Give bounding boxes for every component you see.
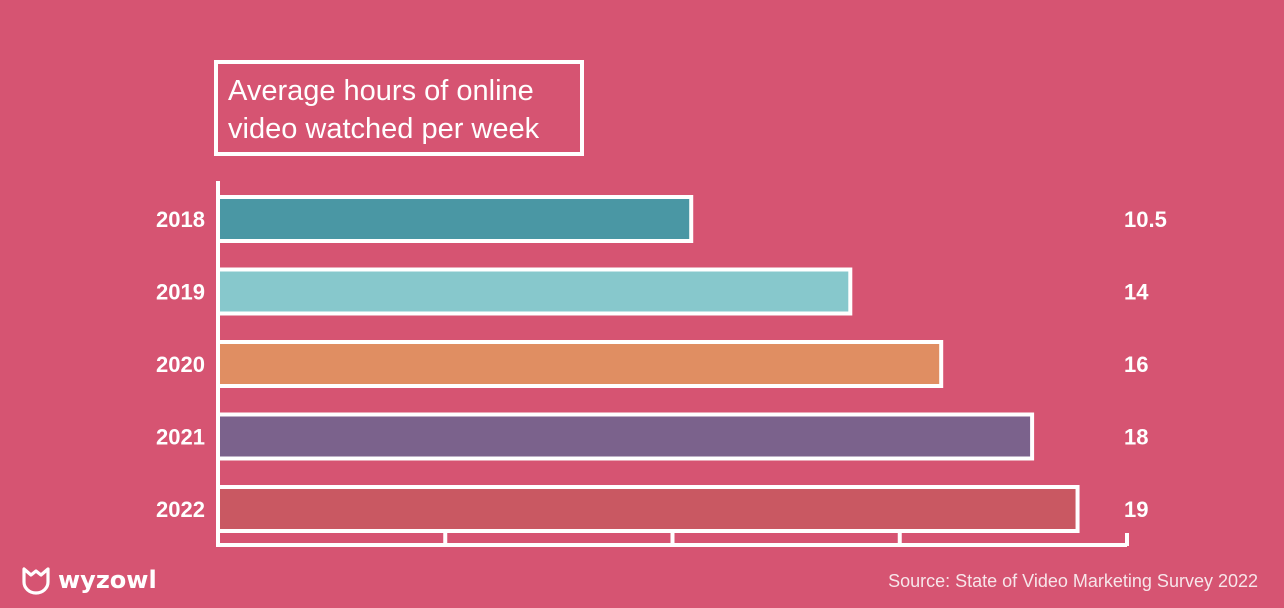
chart-title: Average hours of online video watched pe…: [214, 60, 584, 156]
chart-title-line-2: video watched per week: [228, 113, 540, 145]
value-label-2021: 18: [1124, 425, 1148, 450]
value-label-2022: 19: [1124, 497, 1148, 522]
value-label-2018: 10.5: [1124, 207, 1167, 232]
bar-2018: [216, 195, 694, 243]
bar-2022: [216, 485, 1080, 533]
wyzowl-owl-icon: [22, 567, 50, 595]
category-label-2022: 2022: [156, 497, 205, 522]
bar-2019: [216, 267, 853, 316]
bar-2021: [216, 412, 1035, 461]
value-label-2020: 16: [1124, 352, 1148, 377]
brand-name: wyzowl: [58, 566, 157, 594]
source-note: Source: State of Video Marketing Survey …: [888, 571, 1258, 591]
category-label-2020: 2020: [156, 352, 205, 377]
category-label-2019: 2019: [156, 280, 205, 305]
chart-title-line-1: Average hours of online: [228, 75, 534, 107]
value-label-2019: 14: [1124, 280, 1149, 305]
category-label-2021: 2021: [156, 425, 205, 450]
brand-logo: wyzowl: [20, 563, 157, 597]
category-label-2018: 2018: [156, 207, 205, 232]
bar-2020: [216, 340, 944, 388]
